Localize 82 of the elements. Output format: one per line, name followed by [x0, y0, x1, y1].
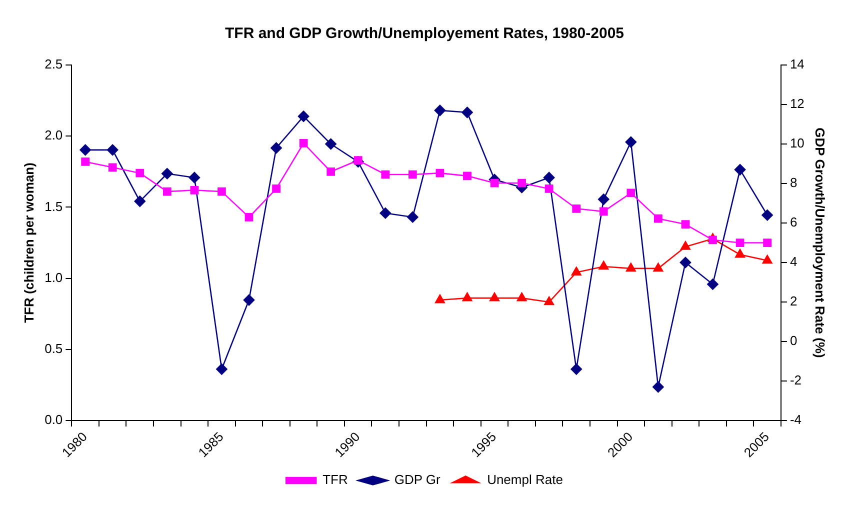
- point: [490, 178, 499, 188]
- y2-tick-label: 6: [790, 214, 798, 230]
- point: [80, 144, 91, 156]
- point: [325, 138, 336, 150]
- y-axis-title: TFR (children per woman): [21, 162, 36, 323]
- point: [218, 187, 226, 196]
- point: [734, 164, 746, 176]
- point: [626, 188, 636, 198]
- point: [681, 220, 690, 228]
- point: [272, 184, 280, 193]
- point: [244, 212, 254, 222]
- point: [543, 172, 555, 184]
- point: [326, 167, 336, 176]
- point: [298, 110, 310, 122]
- y2-tick-label: 8: [790, 175, 798, 190]
- point: [652, 381, 664, 393]
- y-tick-label: 1.5: [44, 198, 63, 214]
- point: [407, 211, 418, 223]
- y2-tick-label: -4: [790, 412, 802, 428]
- point: [134, 196, 146, 207]
- point: [462, 292, 472, 302]
- point: [598, 194, 610, 205]
- point: [216, 364, 228, 375]
- y2-tick-label: 2: [790, 294, 798, 309]
- y-tick-label: 1.0: [44, 270, 63, 285]
- point: [544, 296, 554, 306]
- point: [736, 238, 744, 247]
- point: [735, 248, 745, 258]
- y-tick-label: 0.5: [44, 340, 63, 356]
- point: [463, 172, 472, 180]
- point: [188, 172, 200, 184]
- point: [408, 170, 417, 179]
- y2-tick-label: 4: [790, 254, 798, 270]
- legend-label: Unempl Rate: [487, 472, 563, 488]
- point: [106, 144, 118, 156]
- point: [625, 136, 637, 148]
- point: [108, 163, 117, 172]
- point: [380, 207, 392, 219]
- point: [434, 104, 446, 116]
- point: [544, 184, 554, 193]
- point: [570, 364, 582, 375]
- y-tick-label: 0.0: [44, 412, 63, 428]
- point: [490, 292, 500, 302]
- chart-title: TFR and GDP Growth/Unemployement Rates, 1980-2005: [224, 25, 624, 42]
- legend-label: GDP Gr: [394, 472, 441, 488]
- y2-tick-label: 14: [790, 56, 804, 72]
- point: [763, 238, 772, 247]
- point: [626, 262, 636, 272]
- y2-tick-label: 10: [790, 136, 804, 151]
- point: [462, 106, 473, 118]
- point: [162, 168, 173, 180]
- y2-tick-label: -2: [790, 372, 802, 388]
- point: [518, 178, 526, 188]
- legend-label: TFR: [322, 472, 348, 488]
- point: [270, 142, 282, 154]
- y2-axis-title: GDP Growth/Unemployment Rate (%): [812, 128, 828, 358]
- point: [136, 168, 144, 178]
- point: [299, 139, 308, 148]
- point: [572, 204, 581, 213]
- point: [162, 187, 172, 196]
- point: [436, 168, 444, 178]
- point: [190, 186, 199, 194]
- point: [680, 241, 690, 250]
- point: [434, 294, 445, 304]
- point: [708, 236, 717, 244]
- point: [516, 292, 527, 302]
- point: [243, 294, 255, 306]
- point: [762, 209, 773, 221]
- y-tick-label: 2.0: [44, 128, 63, 143]
- point: [571, 266, 582, 276]
- y2-tick-label: 0: [790, 333, 798, 348]
- point: [81, 158, 90, 166]
- y2-tick-label: 12: [790, 96, 804, 112]
- point: [707, 278, 718, 290]
- point: [599, 207, 608, 216]
- point: [762, 254, 772, 264]
- point: [381, 170, 390, 179]
- point: [680, 256, 692, 268]
- point: [598, 260, 609, 270]
- point: [653, 262, 664, 272]
- y-tick-label: 2.5: [44, 56, 63, 72]
- point: [654, 214, 662, 223]
